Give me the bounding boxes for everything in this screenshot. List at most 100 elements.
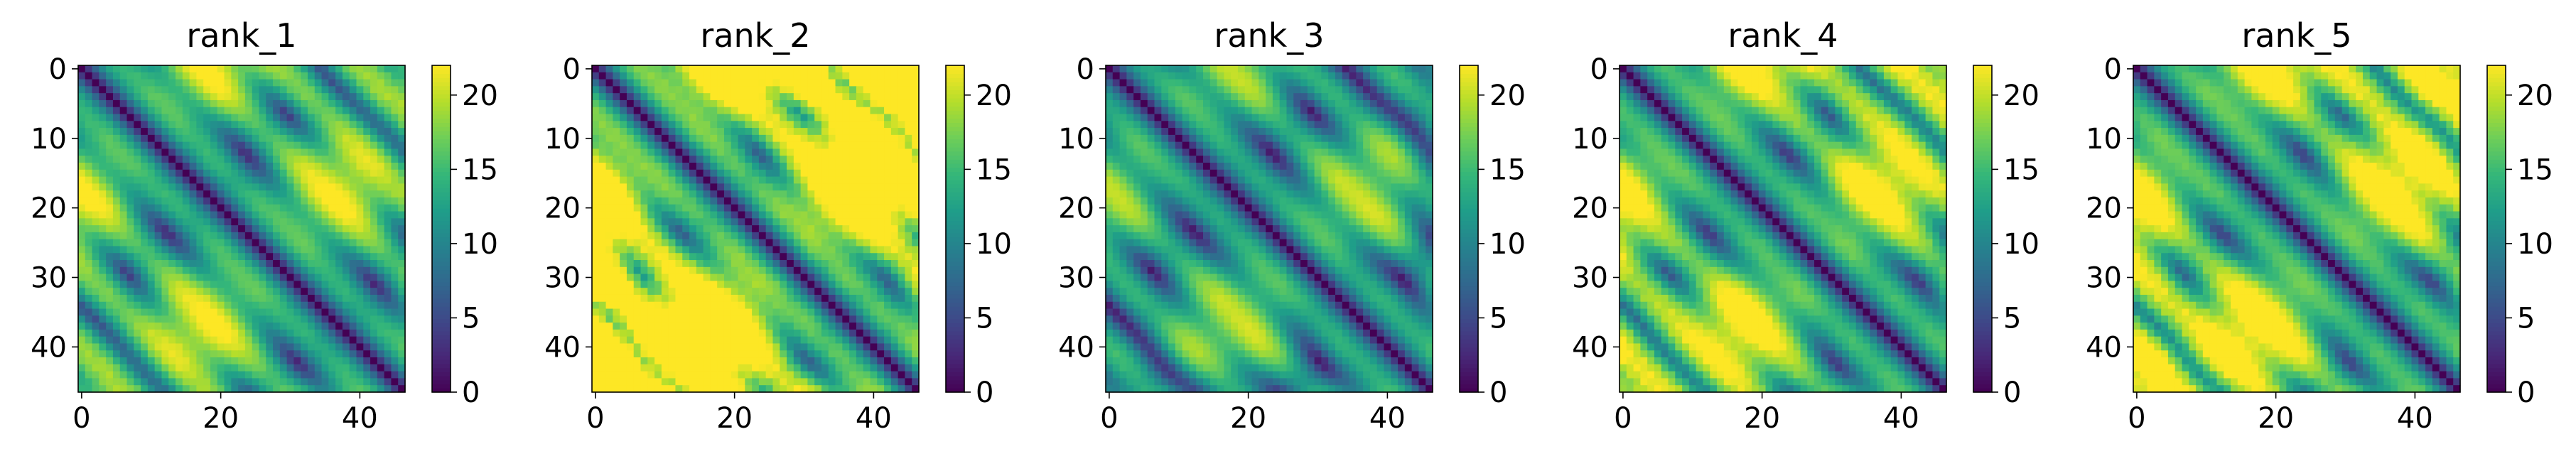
heatmap-cell: [793, 141, 802, 150]
heatmap-cell: [106, 79, 114, 87]
heatmap-cell: [640, 253, 648, 261]
heatmap-cell: [1168, 114, 1176, 121]
heatmap-cell: [335, 114, 343, 121]
heatmap-cell: [696, 336, 704, 345]
colorbar-tick-label: 15: [976, 153, 1012, 186]
heatmap-cell: [1335, 72, 1343, 80]
heatmap-cell: [286, 357, 295, 365]
heatmap-cell: [134, 121, 141, 129]
heatmap-cell: [231, 336, 239, 345]
heatmap-cell: [738, 225, 745, 233]
heatmap-cell: [328, 156, 336, 163]
heatmap-cell: [168, 218, 176, 226]
heatmap-cell: [1119, 79, 1127, 87]
heatmap-cell: [765, 301, 774, 310]
heatmap-cell: [377, 246, 385, 254]
heatmap-cell: [231, 169, 239, 178]
heatmap-cell: [141, 190, 149, 198]
heatmap-cell: [787, 357, 794, 365]
heatmap-cell: [134, 329, 141, 337]
heatmap-cell: [723, 385, 732, 393]
heatmap-cell: [85, 65, 93, 73]
heatmap-cell: [905, 323, 912, 330]
colorbar-step: [946, 367, 964, 372]
heatmap-cell: [772, 134, 780, 143]
heatmap-cell: [266, 225, 274, 233]
colorbar-step: [432, 347, 451, 352]
heatmap-cell: [85, 79, 93, 87]
heatmap-cell: [384, 266, 392, 275]
heatmap-cell: [92, 294, 99, 303]
heatmap-cell: [126, 385, 134, 393]
heatmap-cell: [189, 197, 197, 205]
heatmap-cell: [99, 79, 107, 87]
heatmap-cell: [696, 301, 704, 310]
heatmap-cell: [682, 315, 690, 323]
heatmap-cell: [758, 128, 767, 136]
heatmap-cell: [217, 128, 225, 136]
colorbar-step: [432, 384, 451, 389]
heatmap-cell: [1119, 114, 1127, 121]
heatmap-cell: [224, 204, 232, 212]
heatmap-cell: [710, 218, 718, 226]
heatmap-cell: [321, 169, 329, 178]
heatmap-cell: [1369, 79, 1378, 87]
heatmap-cell: [154, 204, 163, 212]
heatmap-cell: [189, 246, 197, 254]
heatmap-cell: [252, 99, 260, 108]
heatmap-cell: [821, 357, 829, 365]
heatmap-cell: [384, 204, 392, 212]
heatmap-cell: [1314, 86, 1322, 94]
heatmap-cell: [605, 323, 613, 330]
heatmap-cell: [661, 246, 669, 254]
heatmap-cell: [807, 114, 815, 121]
heatmap-cell: [301, 197, 308, 205]
heatmap-cell: [696, 148, 704, 156]
heatmap-cell: [654, 141, 662, 150]
heatmap-cell: [605, 176, 613, 184]
heatmap-cell: [814, 315, 822, 323]
heatmap-cell: [793, 281, 802, 288]
heatmap-cell: [1217, 79, 1224, 87]
heatmap-cell: [668, 308, 677, 316]
heatmap-cell: [335, 378, 343, 386]
heatmap-cell: [723, 86, 732, 94]
heatmap-cell: [661, 308, 669, 316]
heatmap-cell: [626, 190, 635, 198]
heatmap-cell: [884, 183, 892, 191]
heatmap-cell: [633, 281, 642, 288]
heatmap-cell: [717, 343, 725, 351]
heatmap-cell: [626, 329, 635, 337]
heatmap-cell: [620, 163, 627, 170]
heatmap-cell: [126, 72, 134, 80]
heatmap-cell: [189, 218, 197, 226]
colorbar-tick-label: 20: [976, 80, 1012, 112]
heatmap-cell: [154, 315, 163, 323]
heatmap-cell: [1140, 72, 1148, 80]
colorbar-step: [432, 306, 451, 311]
heatmap-cell: [1196, 93, 1204, 101]
heatmap-cell: [398, 121, 406, 129]
heatmap-cell: [85, 288, 93, 296]
heatmap-cell: [710, 378, 718, 386]
heatmap-cell: [293, 336, 301, 345]
heatmap-cell: [668, 204, 677, 212]
heatmap-cell: [384, 93, 392, 101]
heatmap-cell: [828, 204, 836, 212]
heatmap-cell: [279, 329, 288, 337]
heatmap-cell: [772, 197, 780, 205]
heatmap-cell: [92, 93, 99, 101]
heatmap-cell: [301, 176, 308, 184]
heatmap-cell: [259, 364, 266, 372]
heatmap-cell: [780, 163, 787, 170]
heatmap-cell: [626, 86, 635, 94]
heatmap-cell: [370, 197, 378, 205]
heatmap-cell: [620, 141, 627, 150]
heatmap-cell: [821, 156, 829, 163]
heatmap-cell: [1182, 86, 1190, 94]
heatmap-cell: [787, 114, 794, 121]
heatmap-cell: [356, 294, 364, 303]
heatmap-cell: [890, 65, 899, 73]
heatmap-cell: [682, 288, 690, 296]
colorbar-step: [946, 85, 964, 91]
